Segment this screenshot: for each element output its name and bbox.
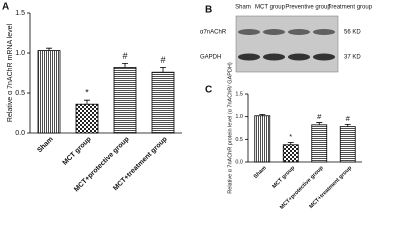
error-bar bbox=[84, 99, 90, 105]
blot-band bbox=[288, 53, 310, 61]
blot-column-label: Sham bbox=[235, 5, 251, 11]
blot-membrane bbox=[235, 15, 339, 73]
y-tick-label: 1.5 bbox=[235, 91, 243, 97]
bar bbox=[311, 124, 328, 163]
annotation: # bbox=[317, 112, 322, 121]
panel-label: A bbox=[2, 2, 9, 13]
x-tick-label: MCT group bbox=[271, 165, 296, 190]
blot-size-label: 37 KD bbox=[344, 55, 361, 61]
y-tick-label: 1.0 bbox=[235, 114, 243, 120]
y-tick-label: 1.5 bbox=[15, 10, 25, 17]
blot-row-label: α7nAChR bbox=[200, 30, 227, 36]
y-tick-label: 0.5 bbox=[15, 90, 25, 97]
blot-band bbox=[313, 29, 335, 35]
blot-column-label: Treatment group bbox=[328, 5, 373, 11]
blot-band bbox=[313, 53, 335, 61]
blot-band bbox=[263, 29, 285, 35]
annotation: * bbox=[85, 88, 89, 98]
bar bbox=[75, 103, 99, 134]
y-tick-label: 0.0 bbox=[235, 159, 243, 165]
bar bbox=[282, 144, 299, 163]
annotation: * bbox=[289, 132, 292, 141]
error-bar bbox=[160, 67, 166, 73]
y-tick-label: 1.0 bbox=[15, 50, 25, 57]
y-tick-label: 0.0 bbox=[15, 130, 25, 137]
y-axis-label: Relative α 7nAChR mRNA level bbox=[7, 23, 14, 122]
bar bbox=[151, 71, 175, 134]
annotation: # bbox=[160, 55, 165, 65]
blot-row-label: GAPDH bbox=[200, 55, 221, 61]
blot-band bbox=[288, 29, 310, 35]
y-axis-label: Relative α 7nAChR protein level (α 7nACh… bbox=[227, 62, 233, 194]
panel-label: C bbox=[205, 85, 212, 96]
error-bar bbox=[122, 63, 128, 68]
blot-size-label: 56 KD bbox=[344, 30, 361, 36]
error-bar bbox=[259, 114, 266, 116]
blot-column-label: MCT group bbox=[255, 5, 286, 11]
error-bar bbox=[287, 142, 294, 145]
blot-band bbox=[238, 29, 260, 35]
annotation: # bbox=[346, 114, 351, 123]
bar bbox=[339, 126, 356, 163]
annotation: # bbox=[122, 51, 127, 61]
error-bar bbox=[46, 47, 52, 51]
x-tick-label: MCT group bbox=[62, 136, 93, 167]
x-tick-label: Sham bbox=[36, 136, 54, 154]
error-bar bbox=[316, 122, 323, 125]
bar bbox=[37, 50, 61, 134]
figure: B Sham MCT group Preventive groupTreatment… bbox=[2, 2, 373, 211]
blot-column-label: Preventive group bbox=[285, 5, 331, 11]
blot-band bbox=[263, 53, 285, 61]
bar bbox=[113, 67, 137, 134]
blot-band bbox=[238, 53, 260, 61]
x-tick-label: Sham bbox=[253, 165, 268, 180]
bar bbox=[254, 115, 271, 163]
panel-label: B bbox=[205, 5, 212, 16]
error-bar bbox=[344, 123, 351, 127]
y-tick-label: 0.5 bbox=[235, 137, 243, 143]
